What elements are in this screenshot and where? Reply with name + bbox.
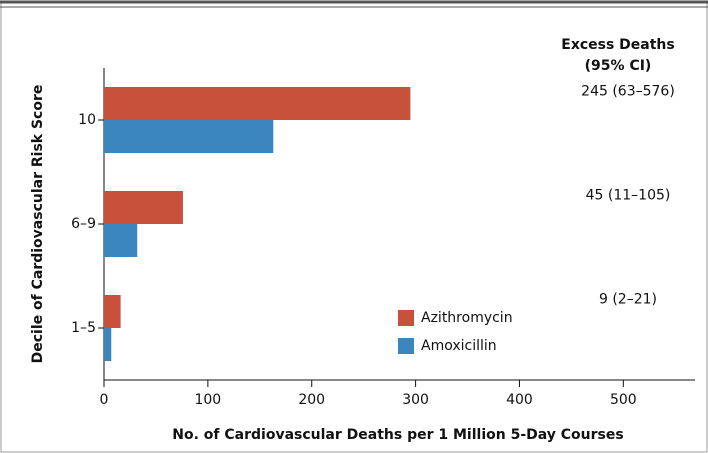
bar xyxy=(104,224,138,257)
y-tick-label: 6–9 xyxy=(71,216,96,232)
annotation: 45 (11–105) xyxy=(586,188,671,204)
x-tick-label: 400 xyxy=(506,392,533,408)
x-tick-label: 500 xyxy=(610,392,637,408)
bar xyxy=(104,120,274,153)
annotation-title: (95% CI) xyxy=(585,58,652,74)
x-tick-label: 200 xyxy=(298,392,325,408)
annotation-title: Excess Deaths xyxy=(561,37,674,53)
y-tick-label: 10 xyxy=(78,112,96,128)
bar xyxy=(104,328,112,361)
annotation: 9 (2–21) xyxy=(599,292,657,308)
legend-swatch xyxy=(398,338,414,354)
annotation: 245 (63–576) xyxy=(581,84,675,100)
legend-swatch xyxy=(398,310,414,326)
x-tick-label: 300 xyxy=(402,392,429,408)
x-axis-label: No. of Cardiovascular Deaths per 1 Milli… xyxy=(172,427,623,443)
bar xyxy=(104,191,183,224)
legend-label: Amoxicillin xyxy=(421,338,497,354)
legend-label: Azithromycin xyxy=(421,310,513,326)
x-tick-label: 0 xyxy=(100,392,109,408)
x-tick-label: 100 xyxy=(194,392,221,408)
y-tick-label: 1–5 xyxy=(71,320,96,336)
y-axis-label: Decile of Cardiovascular Risk Score xyxy=(30,85,46,364)
bar xyxy=(104,295,121,328)
bar xyxy=(104,87,411,120)
